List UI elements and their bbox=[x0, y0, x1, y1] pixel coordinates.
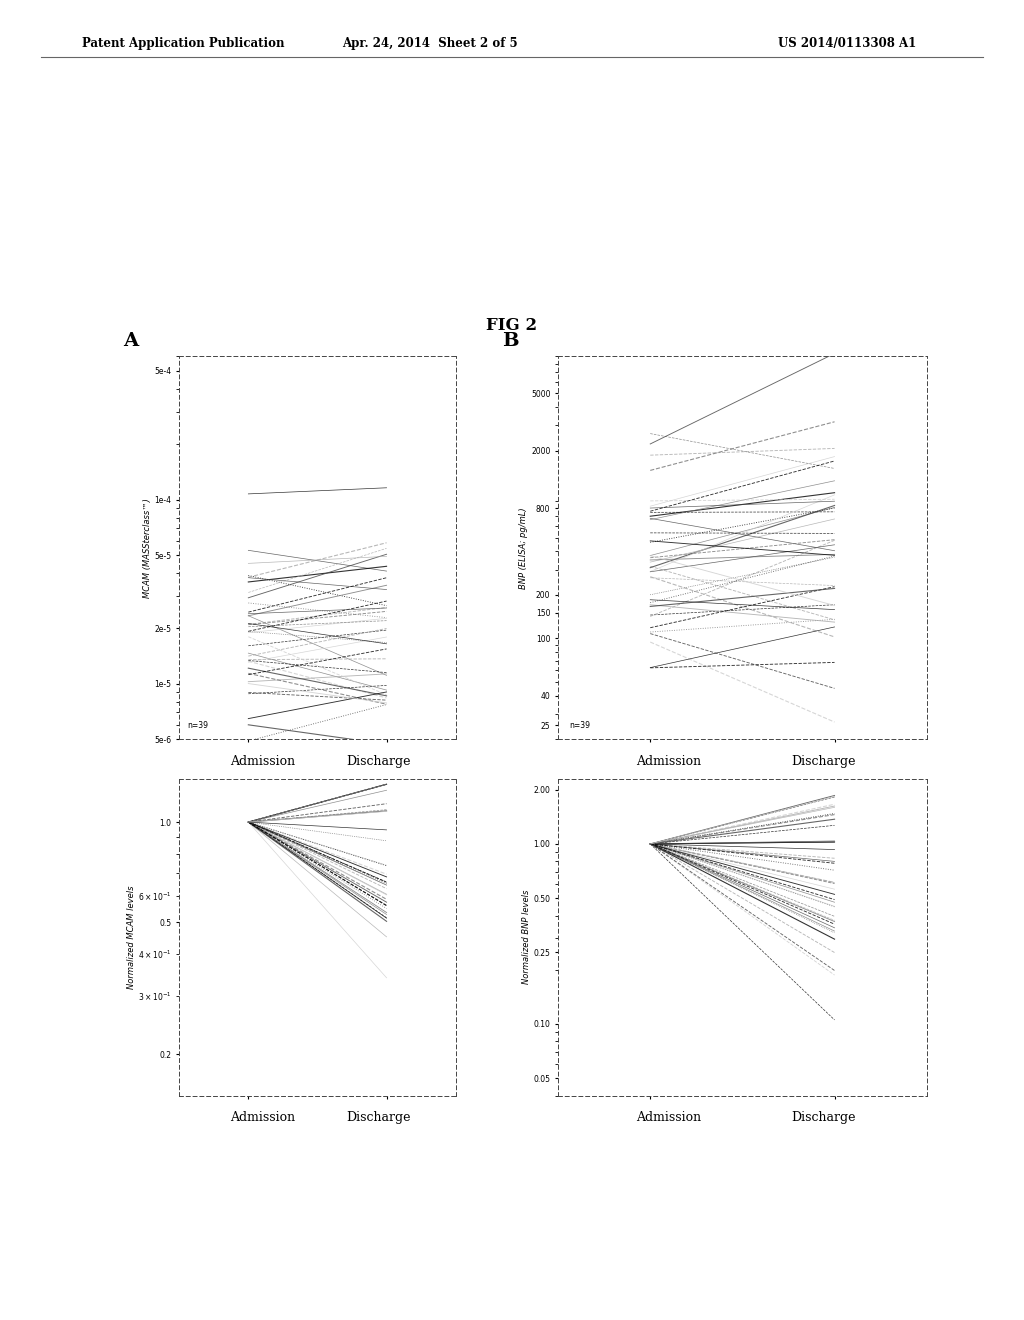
Y-axis label: Normalized MCAM levels: Normalized MCAM levels bbox=[127, 886, 135, 989]
Text: FIG 2: FIG 2 bbox=[486, 317, 538, 334]
Text: Admission: Admission bbox=[636, 1111, 701, 1125]
Text: Patent Application Publication: Patent Application Publication bbox=[82, 37, 285, 50]
Text: Admission: Admission bbox=[229, 1111, 295, 1125]
Y-axis label: BNP (ELISA; pg/mL): BNP (ELISA; pg/mL) bbox=[519, 507, 528, 589]
Text: Admission: Admission bbox=[636, 755, 701, 768]
Y-axis label: MCAM (MASSterclass™): MCAM (MASSterclass™) bbox=[142, 498, 152, 598]
Text: B: B bbox=[502, 331, 518, 350]
Text: Apr. 24, 2014  Sheet 2 of 5: Apr. 24, 2014 Sheet 2 of 5 bbox=[342, 37, 518, 50]
Text: Discharge: Discharge bbox=[792, 755, 856, 768]
Text: US 2014/0113308 A1: US 2014/0113308 A1 bbox=[778, 37, 916, 50]
Text: A: A bbox=[123, 331, 138, 350]
Y-axis label: Normalized BNP levels: Normalized BNP levels bbox=[521, 890, 530, 985]
Text: Admission: Admission bbox=[229, 755, 295, 768]
Text: Discharge: Discharge bbox=[792, 1111, 856, 1125]
Text: n=39: n=39 bbox=[187, 721, 209, 730]
Text: Discharge: Discharge bbox=[346, 755, 411, 768]
Text: Discharge: Discharge bbox=[346, 1111, 411, 1125]
Text: n=39: n=39 bbox=[569, 721, 590, 730]
